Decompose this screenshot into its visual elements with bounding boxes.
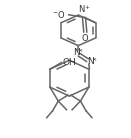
Text: N: N — [87, 57, 93, 66]
Text: OH: OH — [63, 58, 77, 67]
Text: O: O — [82, 34, 89, 43]
Text: N$^{+}$: N$^{+}$ — [78, 4, 91, 15]
Text: $^{-}$O: $^{-}$O — [52, 9, 65, 20]
Text: ×: × — [77, 48, 82, 53]
Text: N: N — [73, 48, 80, 57]
Text: ×: × — [91, 57, 96, 62]
